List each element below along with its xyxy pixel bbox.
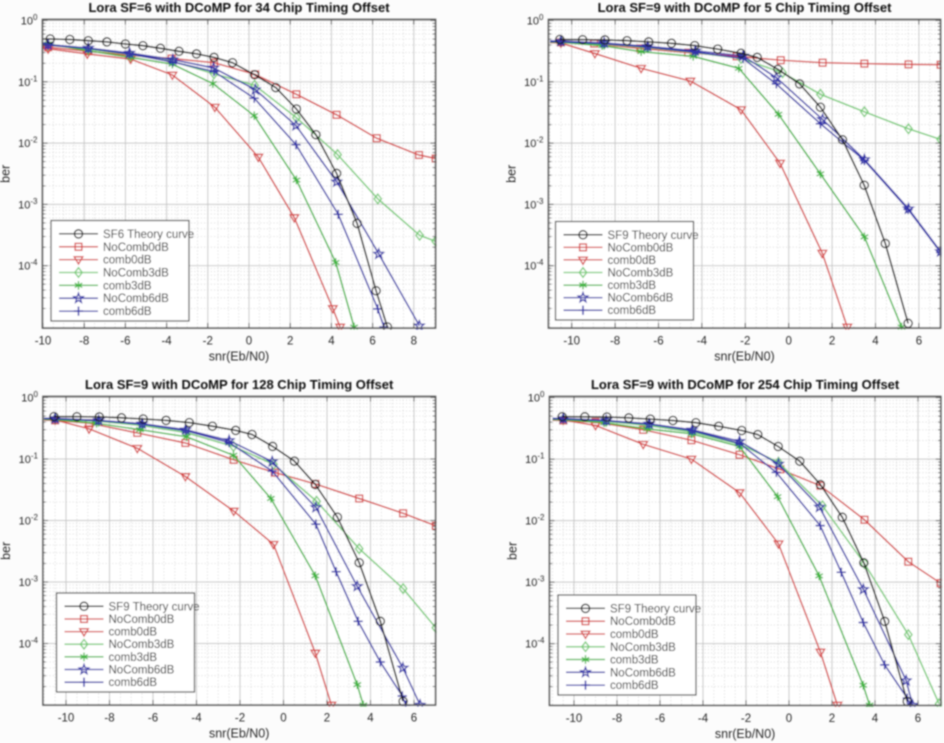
svg-text:-8: -8: [610, 336, 620, 348]
svg-text:SF6 Theory curve: SF6 Theory curve: [103, 229, 194, 241]
svg-text:-8: -8: [104, 713, 114, 725]
svg-text:-10: -10: [566, 713, 583, 725]
svg-text:2: 2: [829, 336, 835, 348]
svg-text:comb0dB: comb0dB: [103, 255, 152, 267]
svg-text:4: 4: [328, 336, 335, 348]
svg-text:comb3dB: comb3dB: [610, 655, 659, 667]
svg-text:NoComb3dB: NoComb3dB: [103, 268, 169, 280]
svg-text:SF9 Theory curve: SF9 Theory curve: [608, 230, 699, 242]
svg-text:-2: -2: [741, 713, 751, 725]
svg-text:6: 6: [369, 336, 375, 348]
svg-text:Lora SF=9 with DCoMP for 5 Chi: Lora SF=9 with DCoMP for 5 Chip Timing O…: [598, 0, 893, 15]
svg-text:NoComb6dB: NoComb6dB: [109, 665, 175, 677]
svg-text:6: 6: [915, 713, 921, 725]
svg-text:4: 4: [872, 336, 879, 348]
svg-text:Lora SF=9 with DCoMP for 128 C: Lora SF=9 with DCoMP for 128 Chip Timing…: [85, 377, 394, 392]
svg-text:-10: -10: [58, 713, 75, 725]
svg-text:NoComb3dB: NoComb3dB: [610, 642, 676, 654]
svg-text:NoComb6dB: NoComb6dB: [608, 293, 674, 305]
svg-text:-4: -4: [697, 336, 708, 348]
svg-text:0: 0: [246, 336, 252, 348]
svg-text:NoComb6dB: NoComb6dB: [610, 667, 676, 679]
svg-text:comb6dB: comb6dB: [608, 305, 657, 317]
svg-text:comb0dB: comb0dB: [109, 627, 158, 639]
svg-text:SF9 Theory curve: SF9 Theory curve: [109, 601, 200, 613]
svg-text:NoComb0dB: NoComb0dB: [103, 242, 169, 254]
svg-text:comb6dB: comb6dB: [103, 306, 152, 318]
svg-text:comb6dB: comb6dB: [109, 677, 158, 689]
svg-text:-2: -2: [203, 336, 213, 348]
svg-text:comb0dB: comb0dB: [608, 255, 657, 267]
svg-text:comb6dB: comb6dB: [610, 680, 659, 692]
svg-text:-6: -6: [655, 713, 665, 725]
svg-text:-6: -6: [653, 336, 663, 348]
svg-text:ber: ber: [0, 165, 13, 183]
svg-text:ber: ber: [0, 542, 13, 560]
svg-text:snr(Eb/N0): snr(Eb/N0): [209, 350, 269, 364]
svg-text:comb3dB: comb3dB: [103, 280, 152, 292]
svg-text:NoComb3dB: NoComb3dB: [109, 639, 175, 651]
svg-text:Lora SF=6 with DCoMP for 34 Ch: Lora SF=6 with DCoMP for 34 Chip Timing …: [88, 0, 390, 15]
svg-text:0: 0: [786, 713, 792, 725]
svg-text:2: 2: [287, 336, 293, 348]
svg-text:snr(Eb/N0): snr(Eb/N0): [209, 727, 269, 741]
svg-text:snr(Eb/N0): snr(Eb/N0): [714, 350, 774, 364]
svg-text:NoComb3dB: NoComb3dB: [608, 268, 674, 280]
svg-text:2: 2: [324, 713, 330, 725]
svg-text:ber: ber: [505, 165, 519, 183]
svg-text:-6: -6: [148, 713, 158, 725]
svg-text:0: 0: [785, 336, 791, 348]
svg-text:2: 2: [829, 713, 835, 725]
svg-text:6: 6: [916, 336, 922, 348]
svg-text:-8: -8: [612, 713, 622, 725]
svg-text:-4: -4: [698, 713, 709, 725]
svg-text:NoComb0dB: NoComb0dB: [109, 614, 175, 626]
svg-text:-4: -4: [161, 336, 172, 348]
svg-text:-10: -10: [35, 336, 52, 348]
svg-text:comb3dB: comb3dB: [109, 652, 158, 664]
svg-text:NoComb6dB: NoComb6dB: [103, 293, 169, 305]
svg-text:-2: -2: [740, 336, 750, 348]
svg-text:6: 6: [411, 713, 417, 725]
svg-text:-4: -4: [191, 713, 202, 725]
svg-text:NoComb0dB: NoComb0dB: [608, 242, 674, 254]
svg-text:-10: -10: [563, 336, 580, 348]
svg-text:0: 0: [280, 713, 286, 725]
svg-text:-8: -8: [79, 336, 89, 348]
svg-text:comb3dB: comb3dB: [608, 280, 657, 292]
svg-text:-2: -2: [235, 713, 245, 725]
svg-text:-6: -6: [120, 336, 130, 348]
svg-text:NoComb0dB: NoComb0dB: [610, 616, 676, 628]
svg-text:comb0dB: comb0dB: [610, 629, 659, 641]
svg-text:snr(Eb/N0): snr(Eb/N0): [715, 727, 775, 741]
svg-text:Lora SF=9 with DCoMP for 254 C: Lora SF=9 with DCoMP for 254 Chip Timing…: [591, 377, 900, 392]
svg-text:8: 8: [411, 336, 417, 348]
svg-text:4: 4: [872, 713, 879, 725]
svg-text:SF9 Theory curve: SF9 Theory curve: [610, 603, 701, 615]
svg-text:ber: ber: [506, 542, 520, 560]
svg-text:4: 4: [367, 713, 374, 725]
